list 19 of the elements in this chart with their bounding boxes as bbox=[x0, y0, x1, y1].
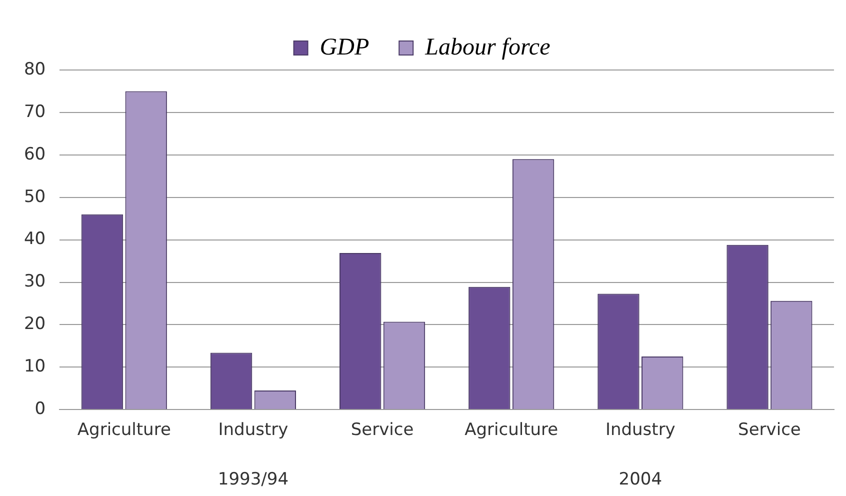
legend-label: Labour force bbox=[424, 34, 551, 60]
text: 2004 bbox=[618, 469, 662, 490]
y-tick-label: 60 bbox=[24, 144, 46, 164]
x-tick-label: Industry bbox=[218, 420, 288, 440]
y-tick-label: 50 bbox=[24, 186, 46, 207]
y-tick-label: 40 bbox=[24, 229, 46, 250]
y-tick-label: 80 bbox=[24, 59, 46, 80]
x-tick-label: Service bbox=[350, 420, 414, 440]
y-tick-label: 70 bbox=[24, 102, 46, 122]
y-tick-label: 30 bbox=[24, 272, 46, 292]
x-tick-label: Agriculture bbox=[464, 420, 558, 440]
x-tick-label: Industry bbox=[605, 420, 676, 440]
text: 1993/94 bbox=[218, 469, 289, 490]
x-tick-label: Agriculture bbox=[77, 420, 171, 440]
legend-label: GDP bbox=[320, 34, 370, 60]
y-tick-label: 20 bbox=[24, 314, 46, 334]
y-tick-label: 10 bbox=[24, 356, 46, 377]
y-tick-label: 0 bbox=[34, 399, 46, 420]
x-tick-label: Service bbox=[738, 420, 801, 440]
